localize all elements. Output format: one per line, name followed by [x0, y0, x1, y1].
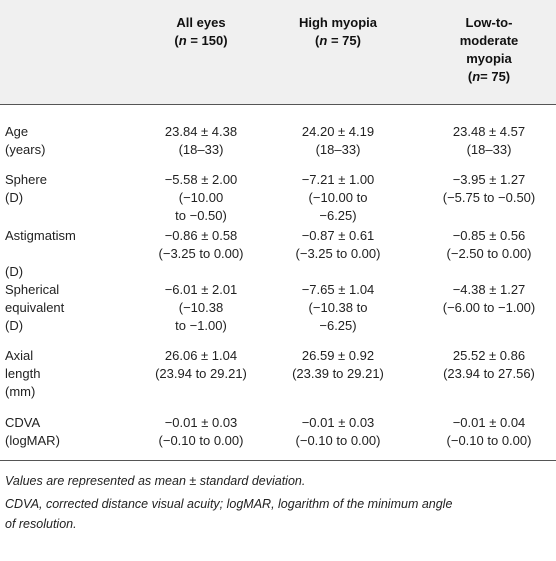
table-cell-line: 26.06 ± 1.04 [164, 348, 238, 363]
table-cell-line: −6.25) [319, 318, 357, 333]
table-cell-line: −7.21 ± 1.00 [301, 172, 375, 187]
table-cell-line: (−0.10 to 0.00) [446, 433, 532, 448]
table-cell-line: −0.01 ± 0.03 [164, 415, 238, 430]
column-header-n: (n= 75) [467, 69, 511, 84]
table-cell-line: 24.20 ± 4.19 [301, 124, 375, 139]
row-label-line: (logMAR) [5, 433, 60, 448]
table-footnote: CDVA, corrected distance visual acuity; … [5, 497, 453, 511]
table-cell-line: −6.25) [319, 208, 357, 223]
table-footnote: of resolution. [5, 517, 77, 531]
table-cell-line: (−10.00 [178, 190, 224, 205]
column-header-line: All eyes [176, 15, 226, 30]
table-cell-line: −0.87 ± 0.61 [301, 228, 375, 243]
column-header-n: (n = 150) [174, 33, 228, 48]
row-label-line: equivalent [5, 300, 65, 315]
table-cell-line: −0.85 ± 0.56 [452, 228, 526, 243]
table-bottom-rule [0, 460, 556, 461]
column-header-n: (n = 75) [315, 33, 361, 48]
table-cell-line: (23.94 to 29.21) [155, 366, 247, 381]
table-cell-line: to −1.00) [175, 318, 227, 333]
table-cell-line: (−10.38 to [308, 300, 368, 315]
table-cell-line: (18–33) [315, 142, 361, 157]
row-label-line: Age [5, 124, 29, 139]
row-label-line: Axial [5, 348, 34, 363]
table-cell-line: (−10.00 to [308, 190, 368, 205]
table-cell-line: (−6.00 to −1.00) [442, 300, 536, 315]
table-cell-line: −3.95 ± 1.27 [452, 172, 526, 187]
table-cell-line: (−5.75 to −0.50) [442, 190, 536, 205]
column-header-line: myopia [466, 51, 512, 66]
table-footnote: Values are represented as mean ± standar… [5, 474, 306, 488]
table-cell-line: 26.59 ± 0.92 [301, 348, 375, 363]
table-cell-line: −4.38 ± 1.27 [452, 282, 526, 297]
row-label-line: (D) [5, 190, 24, 205]
table-cell-line: (−10.38 [178, 300, 224, 315]
row-label-line: CDVA [5, 415, 41, 430]
table-cell-line: 23.48 ± 4.57 [452, 124, 526, 139]
table-header-band [0, 0, 556, 105]
row-label-line: length [5, 366, 41, 381]
table-cell-line: (23.94 to 27.56) [443, 366, 535, 381]
table-cell-line: (23.39 to 29.21) [292, 366, 384, 381]
row-label-line: Sphere [5, 172, 47, 187]
table-cell-line: −0.01 ± 0.03 [301, 415, 375, 430]
table-cell-line: (18–33) [466, 142, 512, 157]
table-cell-line: (−3.25 to 0.00) [158, 246, 244, 261]
table-cell-line: −0.01 ± 0.04 [452, 415, 526, 430]
table-cell-line: to −0.50) [175, 208, 227, 223]
table-cell-line: (−0.10 to 0.00) [295, 433, 381, 448]
table-cell-line: 25.52 ± 0.86 [452, 348, 526, 363]
column-header-line: Low-to- [465, 15, 513, 30]
table-cell-line: −5.58 ± 2.00 [164, 172, 238, 187]
table-cell-line: (−2.50 to 0.00) [446, 246, 532, 261]
row-label-line: (years) [5, 142, 46, 157]
row-label-line: (mm) [5, 384, 36, 399]
row-label-line: Astigmatism [5, 228, 76, 243]
table-cell-line: −0.86 ± 0.58 [164, 228, 238, 243]
header-rule [0, 104, 556, 105]
table-cell-line: (18–33) [178, 142, 224, 157]
table-cell-line: (−0.10 to 0.00) [158, 433, 244, 448]
table-cell-line: −6.01 ± 2.01 [164, 282, 238, 297]
table-cell-line: (−3.25 to 0.00) [295, 246, 381, 261]
column-header-line: moderate [459, 33, 519, 48]
row-label-line: (D) [5, 264, 24, 279]
row-label-line: (D) [5, 318, 24, 333]
table-cell-line: 23.84 ± 4.38 [164, 124, 238, 139]
table-cell-line: −7.65 ± 1.04 [301, 282, 375, 297]
row-label-line: Spherical [5, 282, 60, 297]
column-header-line: High myopia [298, 15, 377, 30]
